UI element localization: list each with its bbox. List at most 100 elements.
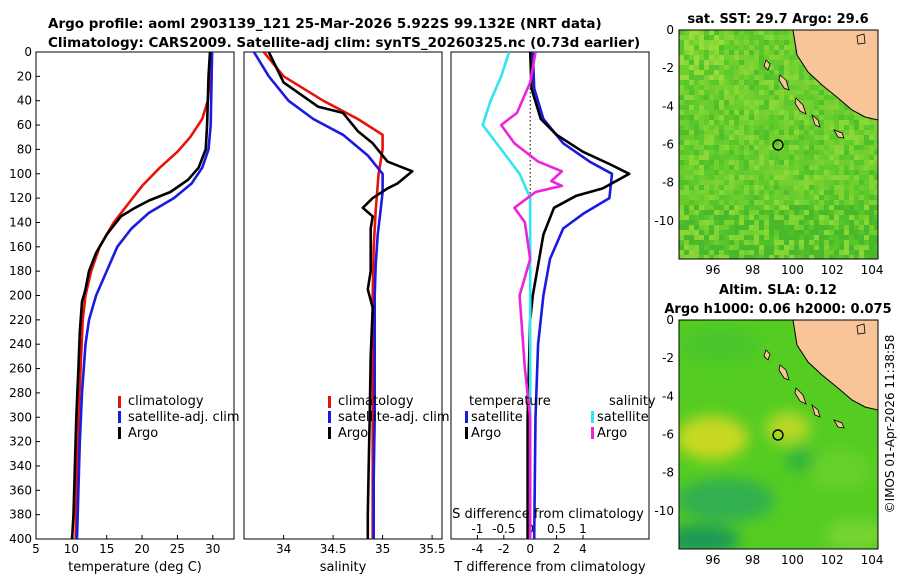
sst-cell	[709, 145, 714, 150]
sst-cell	[844, 115, 849, 120]
y-tick-label: 400	[9, 532, 32, 546]
sst-cell	[759, 45, 764, 50]
sst-cell	[774, 230, 779, 235]
sst-cell	[689, 35, 694, 40]
sst-cell	[724, 210, 729, 215]
sst-cell	[874, 145, 878, 150]
sst-cell	[764, 195, 769, 200]
sst-cell	[824, 110, 829, 115]
sst-cell	[684, 125, 689, 130]
sst-cell	[689, 120, 694, 125]
sst-cell	[739, 95, 744, 100]
sst-cell	[749, 180, 754, 185]
sst-cell	[784, 90, 789, 95]
y-tick-label: 260	[9, 362, 32, 376]
sst-cell	[784, 30, 789, 35]
sst-cell	[744, 135, 749, 140]
sst-cell	[764, 175, 769, 180]
sst-cell	[794, 245, 799, 250]
sst-cell	[764, 220, 769, 225]
sst-cell	[829, 235, 834, 240]
sst-cell	[744, 245, 749, 250]
sst-cell	[789, 80, 794, 85]
sst-cell	[789, 130, 794, 135]
sst-cell	[779, 55, 784, 60]
sst-cell	[714, 75, 719, 80]
sst-cell	[834, 135, 839, 140]
sst-cell	[834, 170, 839, 175]
sst-cell	[734, 125, 739, 130]
sst-cell	[754, 130, 759, 135]
sst-cell	[699, 235, 704, 240]
sst-cell	[764, 190, 769, 195]
sst-cell	[774, 125, 779, 130]
s-diff-tick-label: -1	[471, 522, 483, 536]
sst-cell	[719, 205, 724, 210]
sst-cell	[834, 190, 839, 195]
legend-label-t-satellite: satellite	[471, 410, 523, 425]
sst-cell	[789, 40, 794, 45]
sst-cell	[724, 55, 729, 60]
sst-cell	[794, 230, 799, 235]
sst-cell	[789, 95, 794, 100]
sst-cell	[759, 135, 764, 140]
sst-cell	[809, 90, 814, 95]
sst-cell	[714, 170, 719, 175]
sst-cell	[839, 155, 844, 160]
sst-cell	[834, 210, 839, 215]
sst-cell	[774, 200, 779, 205]
sst-cell	[719, 110, 724, 115]
sst-cell	[764, 145, 769, 150]
sst-cell	[794, 195, 799, 200]
x-tick-label: -4	[471, 542, 483, 556]
sst-cell	[799, 245, 804, 250]
sla-map	[679, 320, 878, 549]
sst-cell	[844, 195, 849, 200]
sst-cell	[849, 180, 854, 185]
sst-cell	[749, 115, 754, 120]
sst-cell	[874, 200, 878, 205]
sst-cell	[699, 175, 704, 180]
sst-cell	[784, 125, 789, 130]
sst-cell	[679, 200, 684, 205]
sst-cell	[789, 195, 794, 200]
sst-map	[679, 30, 878, 259]
sst-cell	[749, 95, 754, 100]
sst-cell	[724, 110, 729, 115]
sst-cell	[719, 215, 724, 220]
sst-cell	[704, 65, 709, 70]
sst-cell	[854, 130, 859, 135]
sst-cell	[799, 100, 804, 105]
sst-cell	[769, 105, 774, 110]
sst-cell	[859, 240, 864, 245]
sst-cell	[859, 140, 864, 145]
sst-cell	[809, 75, 814, 80]
sst-cell	[799, 240, 804, 245]
sst-cell	[754, 215, 759, 220]
island	[794, 387, 807, 405]
legend-label-t-argo: Argo	[471, 426, 501, 441]
sst-cell	[764, 245, 769, 250]
sst-cell	[869, 130, 874, 135]
sst-cell	[749, 160, 754, 165]
sst-cell	[734, 120, 739, 125]
sst-cell	[689, 150, 694, 155]
sst-cell	[724, 195, 729, 200]
sst-cell	[689, 155, 694, 160]
sst-cell	[684, 85, 689, 90]
legend-label-climatology: climatology	[338, 394, 414, 409]
sst-cell	[804, 235, 809, 240]
sst-cell	[744, 160, 749, 165]
sst-cell	[694, 45, 699, 50]
sst-cell	[734, 35, 739, 40]
sst-cell	[719, 200, 724, 205]
sst-cell	[759, 155, 764, 160]
sst-cell	[759, 235, 764, 240]
sst-cell	[769, 185, 774, 190]
sst-cell	[799, 135, 804, 140]
profile-line-t-satellite	[531, 52, 614, 539]
sst-cell	[714, 185, 719, 190]
sst-cell	[729, 200, 734, 205]
sst-cell	[834, 255, 839, 259]
